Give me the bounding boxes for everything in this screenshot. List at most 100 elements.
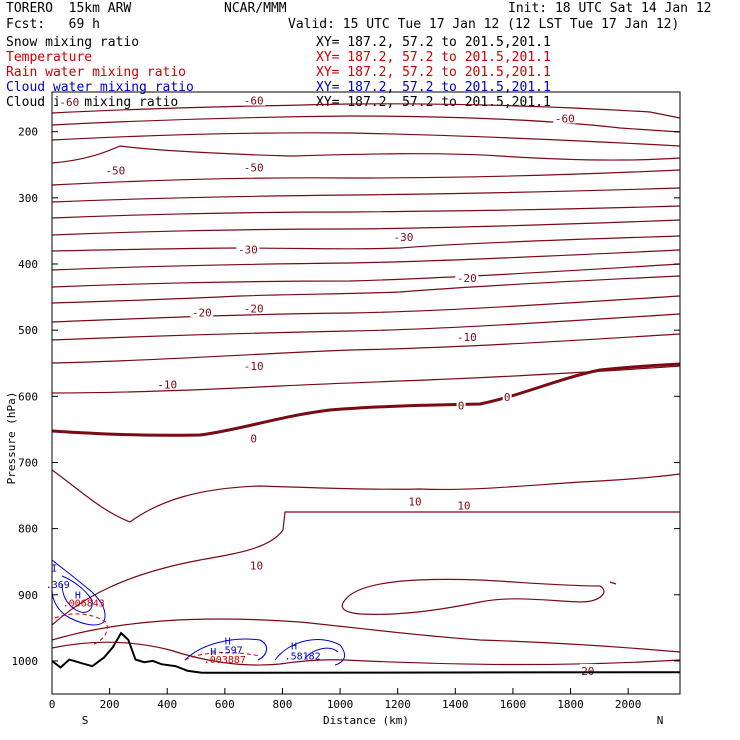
x-end-label-south: S	[82, 714, 89, 727]
contour-labels: -60 -60 -60 -50 -50 -30 -30 -20 -20 -20 -10 -10 -10 0…	[57, 93, 596, 678]
contour-plus-10c	[341, 578, 605, 615]
min-max-label: H	[291, 642, 297, 653]
contour-label-bg	[553, 111, 577, 124]
contour-label: 10	[457, 499, 470, 512]
cloud-water-left-inner	[61, 575, 93, 613]
x-tick-label: 200	[100, 698, 120, 711]
min-max-label: .597	[219, 646, 243, 657]
legend-cloud-water-label: Cloud water mixing ratio	[6, 80, 194, 95]
pressure-axis: 200 300 400 500 600 700 800 900 10 0 0	[12, 126, 680, 668]
legend-snow-label: Snow mixing ratio	[6, 35, 140, 50]
contour-label-bg	[248, 558, 265, 571]
legend-rain-label: Rain water mixing ratio	[6, 65, 187, 80]
legend-cloud-water-xy: XY= 187.2, 57.2 to 201.5,201.1	[316, 80, 551, 95]
contour-minus-40	[51, 205, 681, 219]
contour-label-bg	[236, 242, 260, 255]
min-max-label: H	[210, 647, 216, 658]
x-tick-label: 2000	[615, 698, 642, 711]
contour-label-bg	[242, 160, 266, 173]
plot-frame	[51, 91, 681, 695]
x-end-label-north: N	[657, 714, 664, 727]
contour-label-bg	[249, 431, 259, 444]
x-tick-label: 1400	[442, 698, 469, 711]
model-title: TORERO 15km ARW	[6, 1, 132, 16]
min-max-label: H	[225, 636, 231, 647]
contour-label: -50	[244, 161, 264, 174]
y-tick-label: 400	[18, 258, 38, 271]
contour-label-bg	[57, 94, 81, 107]
contour-plus-10	[51, 469, 681, 523]
contour-plus-20c	[51, 641, 346, 666]
contour-minus-30c	[51, 263, 681, 288]
contour-label: 10	[250, 560, 263, 573]
contour-minus-60b	[51, 115, 681, 133]
legend-snow-xy: XY= 187.2, 57.2 to 201.5,201.1	[316, 35, 551, 50]
contour-label: 0	[250, 433, 257, 446]
center-label: NCAR/MMM	[224, 1, 287, 16]
contour-label: -20	[244, 302, 264, 315]
min-max-label: H	[75, 591, 81, 602]
y-tick-label: 500	[18, 324, 38, 337]
contour-label-bg	[190, 305, 214, 318]
contour-minus-40b	[51, 219, 681, 236]
x-tick-label: 800	[273, 698, 293, 711]
contour-label-bg	[502, 389, 512, 402]
contour-label-bg	[406, 494, 423, 507]
contour-plus-20	[51, 618, 681, 653]
temperature-contours	[51, 103, 681, 666]
contour-plus-20b	[344, 659, 681, 666]
cloud-water-bottom-3	[304, 647, 339, 659]
contour-minus-20b	[51, 295, 681, 323]
contour-label: 10	[408, 495, 421, 508]
contour-plus-10b	[51, 511, 680, 626]
contour-minus-10c	[51, 365, 681, 394]
contour-label-bg	[242, 301, 266, 314]
cloud-water-left	[51, 559, 106, 626]
contour-zero	[51, 362, 681, 437]
contour-minus-50c	[51, 187, 681, 203]
x-tick-label: 400	[157, 698, 177, 711]
min-max-label: .003887	[204, 655, 246, 666]
terrain-profile	[51, 631, 681, 674]
contour-minus-30b	[51, 249, 681, 271]
contour-label: 0	[458, 400, 465, 413]
y-tick-label: 300	[18, 192, 38, 205]
x-tick-label: 600	[215, 698, 235, 711]
x-tick-label: 1000	[327, 698, 354, 711]
distance-axis: 0 200 400 600 800 1000 1200 1400 1600 1800 2000	[49, 688, 642, 711]
contour-label-bg	[455, 498, 472, 511]
contour-minus-50	[51, 145, 681, 164]
contour-label: -60	[59, 96, 79, 109]
y-tick-label: 900	[18, 589, 38, 602]
contour-minus-60	[51, 103, 681, 119]
contour-label: -10	[457, 331, 477, 344]
y-tick-label: 700	[18, 456, 38, 469]
contour-label-bg	[455, 270, 479, 283]
x-tick-label: 1800	[557, 698, 584, 711]
x-axis-label: Distance (km)	[323, 714, 409, 727]
contour-minus-30	[51, 235, 681, 252]
contour-label: -60	[555, 112, 575, 125]
cloud-water-bottom-1	[184, 638, 267, 661]
legend-rain-xy: XY= 187.2, 57.2 to 201.5,201.1	[316, 65, 551, 80]
y-tick-label: 800	[18, 523, 38, 536]
contour-label: -60	[244, 95, 264, 108]
x-tick-label: 0	[49, 698, 56, 711]
y-tick-label: 600	[18, 390, 38, 403]
y-axis-label: Pressure (hPa)	[5, 392, 18, 485]
contour-label-bg	[391, 229, 415, 242]
contour-label: -20	[457, 272, 477, 285]
contour-label: -10	[157, 378, 177, 391]
contour-minus-50b	[51, 169, 681, 186]
contour-label: -50	[105, 165, 125, 178]
contour-label-bg	[455, 329, 479, 342]
min-max-label: .369	[46, 580, 70, 591]
contour-minus-20	[51, 275, 681, 304]
cloud-water-contours	[51, 559, 346, 666]
contour-label: -30	[238, 243, 258, 256]
cloud-water-bottom-2	[274, 639, 346, 666]
contour-label-bg	[103, 163, 127, 176]
y-tick-label: 200	[18, 126, 38, 139]
